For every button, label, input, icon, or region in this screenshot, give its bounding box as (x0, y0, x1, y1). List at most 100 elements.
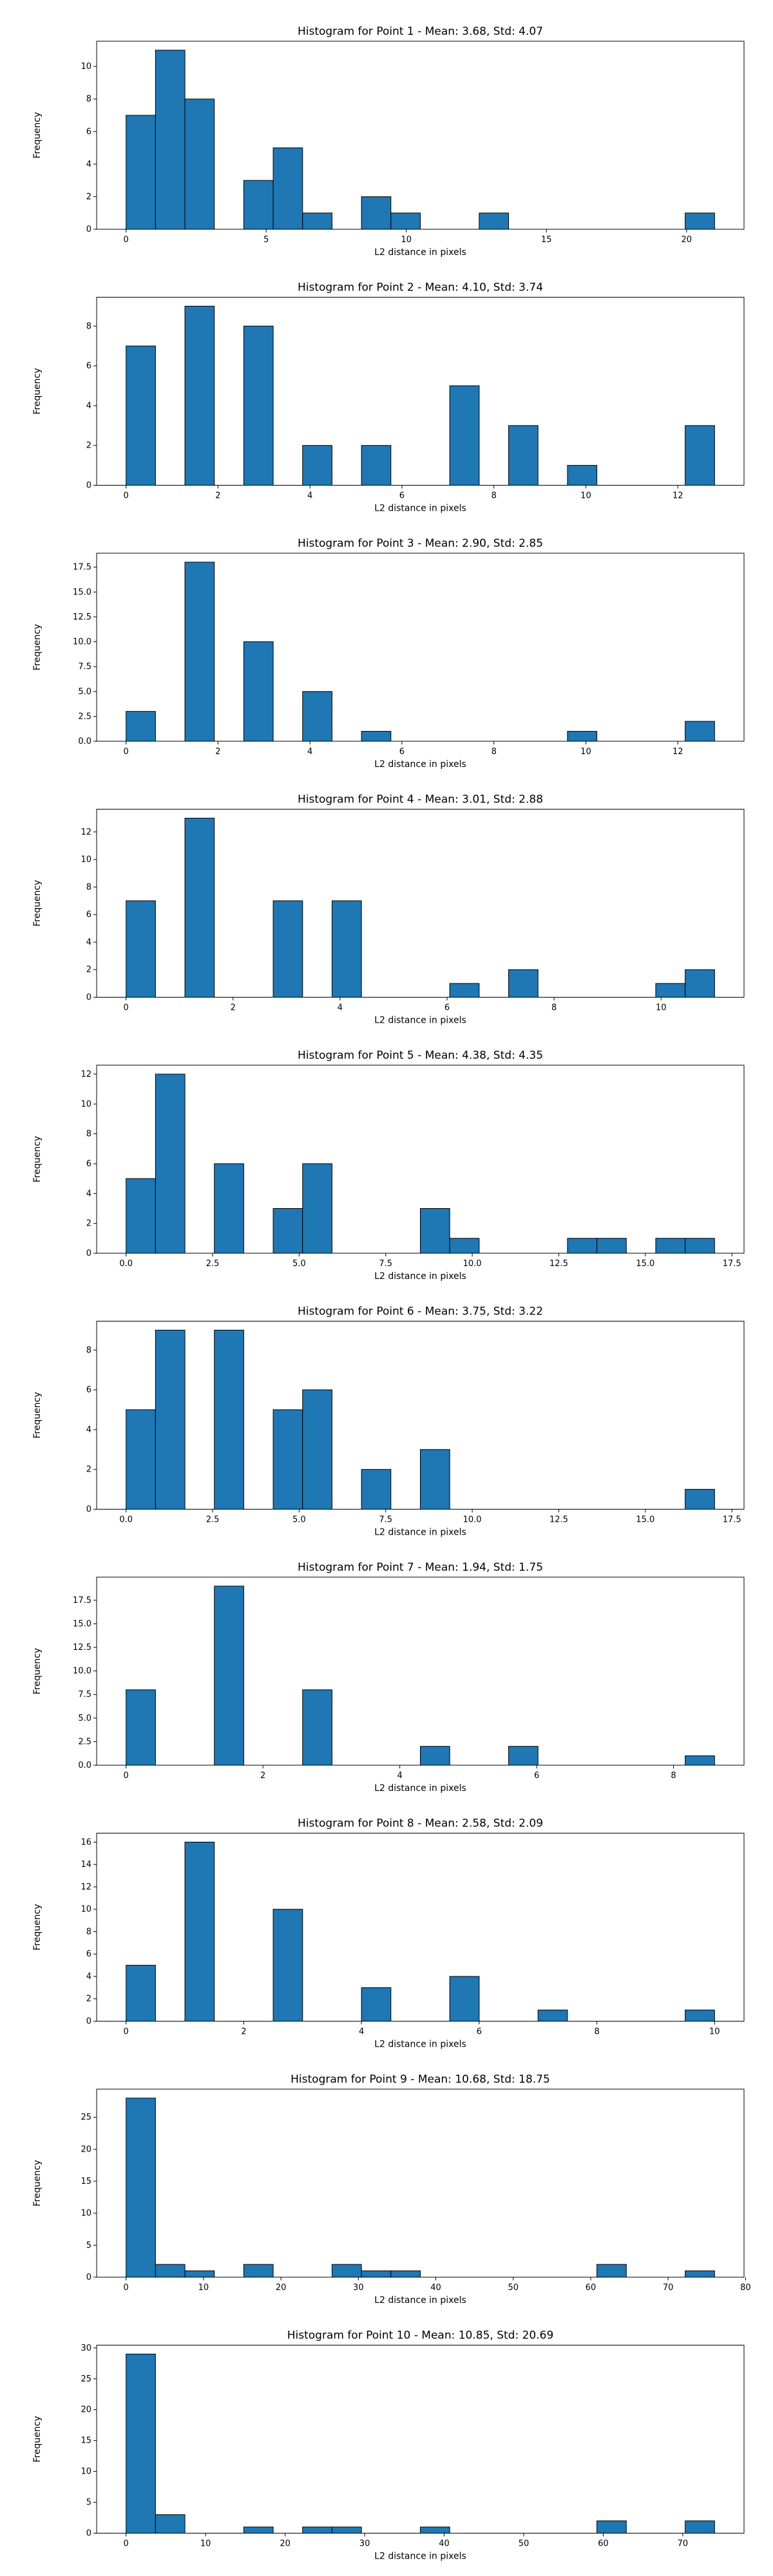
histogram-bar (390, 213, 421, 230)
histogram-panel: Histogram for Point 2 - Mean: 4.10, Std:… (32, 281, 745, 514)
y-tick-label: 6 (86, 1159, 91, 1169)
x-tick-label: 15.0 (636, 1515, 654, 1525)
histogram-bar (567, 465, 598, 486)
histogram-bar (126, 900, 156, 998)
histogram-bar (272, 1208, 303, 1254)
axes-frame (96, 41, 745, 230)
x-tick-label: 30 (353, 2283, 364, 2293)
histogram-bar (685, 2270, 715, 2278)
y-tick-label: 12 (81, 1070, 91, 1079)
histogram-bar (655, 983, 686, 998)
x-tick-label: 8 (671, 1771, 676, 1781)
x-tick-label: 20 (280, 2539, 291, 2549)
chart-title: Histogram for Point 4 - Mean: 3.01, Std:… (298, 793, 543, 806)
x-axis-label: L2 distance in pixels (374, 2552, 466, 2562)
x-tick-label: 70 (663, 2283, 674, 2293)
x-tick-label: 2.5 (206, 1259, 220, 1269)
x-axis-label: L2 distance in pixels (374, 2295, 466, 2306)
x-tick-label: 10 (580, 491, 591, 501)
histogram-bar (126, 711, 156, 742)
x-tick-label: 8 (551, 1003, 557, 1013)
histogram-bar (449, 1976, 480, 2022)
x-tick-label: 2 (260, 1771, 265, 1781)
y-tick-label: 15.0 (73, 587, 91, 597)
y-tick-label: 4 (86, 160, 91, 169)
histogram-bar (361, 445, 392, 486)
histogram-panel: Histogram for Point 1 - Mean: 3.68, Std:… (32, 25, 745, 258)
histogram-bar (685, 213, 715, 230)
axes-frame (96, 2345, 745, 2533)
histogram-bar (214, 1586, 244, 1766)
y-axis-label: Frequency (32, 112, 43, 158)
histogram-bar (155, 2514, 186, 2533)
x-tick-label: 4 (307, 491, 312, 501)
histogram-panel: Histogram for Point 3 - Mean: 2.90, Std:… (32, 537, 745, 770)
histogram-bar (272, 147, 303, 230)
histogram-bar (508, 425, 539, 486)
histogram-bar (331, 2526, 362, 2533)
y-tick-label: 10.0 (73, 1667, 91, 1676)
axes-frame (96, 553, 745, 742)
y-tick-label: 15 (81, 2436, 91, 2446)
y-tick-label: 5.0 (78, 1714, 91, 1723)
histogram-bar (184, 562, 215, 742)
chart-title: Histogram for Point 7 - Mean: 1.94, Std:… (298, 1561, 543, 1574)
y-tick-label: 0 (86, 2017, 91, 2027)
x-axis-label: L2 distance in pixels (374, 2040, 466, 2050)
chart-title: Histogram for Point 2 - Mean: 4.10, Std:… (298, 281, 543, 294)
y-tick-label: 17.5 (73, 1596, 91, 1605)
histogram-bar (361, 731, 392, 742)
x-tick-label: 10 (200, 2539, 211, 2549)
histogram-bar (272, 900, 303, 998)
histogram-bar (214, 1163, 244, 1254)
x-tick-label: 12.5 (549, 1515, 568, 1525)
histogram-bar (126, 115, 156, 230)
histogram-bar (567, 1238, 598, 1254)
x-axis-label: L2 distance in pixels (374, 1016, 466, 1026)
y-tick-label: 15 (81, 2177, 91, 2186)
y-tick-label: 6 (86, 910, 91, 920)
histogram-bar (272, 1409, 303, 1510)
y-tick-label: 4 (86, 1189, 91, 1198)
y-tick-label: 2.5 (78, 1737, 91, 1747)
histogram-bar (361, 196, 392, 230)
y-tick-label: 5 (86, 2240, 91, 2250)
y-tick-label: 7.5 (78, 662, 91, 672)
x-tick-label: 0 (124, 1003, 129, 1013)
histogram-bar (685, 2520, 715, 2534)
y-tick-label: 5.0 (78, 687, 91, 697)
histogram-panel: Histogram for Point 4 - Mean: 3.01, Std:… (32, 793, 745, 1026)
histogram-bar (155, 50, 186, 230)
y-axis-label: Frequency (32, 1904, 43, 1950)
y-tick-label: 0 (86, 993, 91, 1003)
histogram-bar (596, 2264, 627, 2278)
histogram-panel: Histogram for Point 6 - Mean: 3.75, Std:… (32, 1305, 745, 1538)
y-tick-label: 10 (81, 2209, 91, 2219)
y-tick-label: 0 (86, 2529, 91, 2539)
histogram-panel: Histogram for Point 8 - Mean: 2.58, Std:… (32, 1817, 745, 2050)
y-tick-label: 6 (86, 127, 91, 137)
x-tick-label: 2 (231, 1003, 236, 1013)
histogram-bar (685, 1238, 715, 1254)
x-tick-label: 17.5 (723, 1259, 741, 1269)
y-tick-label: 6 (86, 1385, 91, 1395)
histogram-bar (449, 385, 480, 486)
histogram-bar (243, 641, 274, 742)
axes-frame (96, 2088, 745, 2278)
x-tick-label: 10 (198, 2283, 209, 2293)
x-tick-label: 20 (682, 235, 692, 245)
y-tick-label: 17.5 (73, 563, 91, 573)
x-tick-label: 80 (740, 2283, 751, 2293)
x-tick-label: 6 (399, 747, 405, 757)
y-tick-label: 20 (81, 2145, 91, 2154)
histogram-bar (361, 1469, 392, 1510)
y-tick-label: 8 (86, 321, 91, 331)
x-tick-label: 40 (430, 2283, 441, 2293)
x-tick-label: 5.0 (292, 1259, 306, 1269)
x-tick-label: 50 (519, 2539, 530, 2549)
histogram-bar (272, 1909, 303, 2022)
chart-title: Histogram for Point 3 - Mean: 2.90, Std:… (298, 537, 543, 550)
chart-title: Histogram for Point 9 - Mean: 10.68, Std… (291, 2073, 550, 2086)
x-tick-label: 0 (124, 747, 129, 757)
histogram-bar (596, 2520, 627, 2534)
